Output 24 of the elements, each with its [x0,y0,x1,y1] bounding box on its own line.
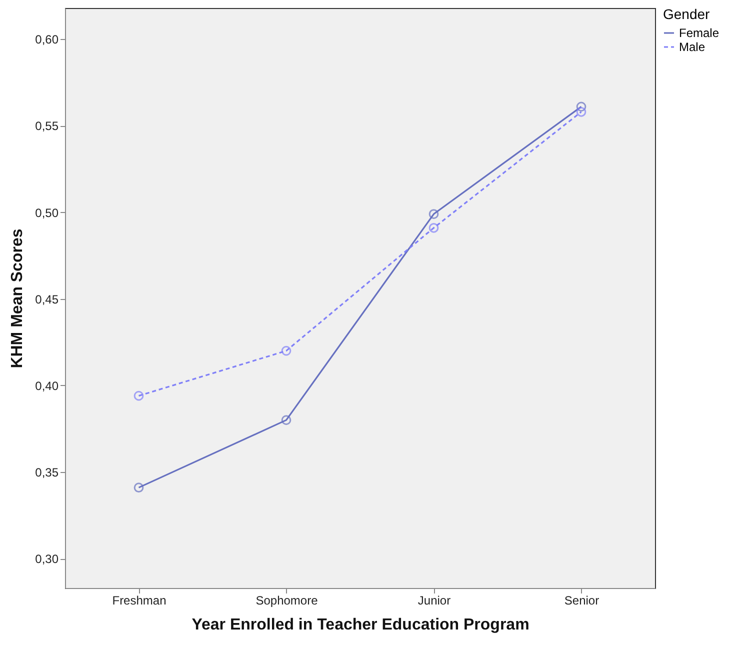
point [428,209,439,219]
y-tick-label: 0,50 [35,206,59,220]
point [576,102,586,112]
point [134,482,144,493]
point [281,415,292,425]
y-tick-label: 0,40 [35,378,59,393]
y-tick-label: 0,55 [35,119,59,134]
x-tick-label: Senior [564,594,600,608]
x-tick-label: Freshman [112,594,166,608]
y-tick-label: 0,45 [35,292,59,306]
x-axis-title: Year Enrolled in Teacher Education Program [192,616,530,634]
point [428,222,439,233]
x-tick-label: Junior [418,594,451,608]
point [576,106,586,117]
y-tick-label: 0,35 [35,466,59,480]
point [134,390,144,401]
y-tick-label: 0,60 [35,32,59,47]
legend-label: Male [679,40,706,54]
point [281,346,292,356]
legend-label: Female [679,26,720,40]
legend-title: Gender [663,6,710,22]
y-tick-label: 0,30 [35,552,59,566]
y-axis-title: KHM Mean Scores [9,228,26,368]
x-tick-label: Sophomore [256,594,318,608]
